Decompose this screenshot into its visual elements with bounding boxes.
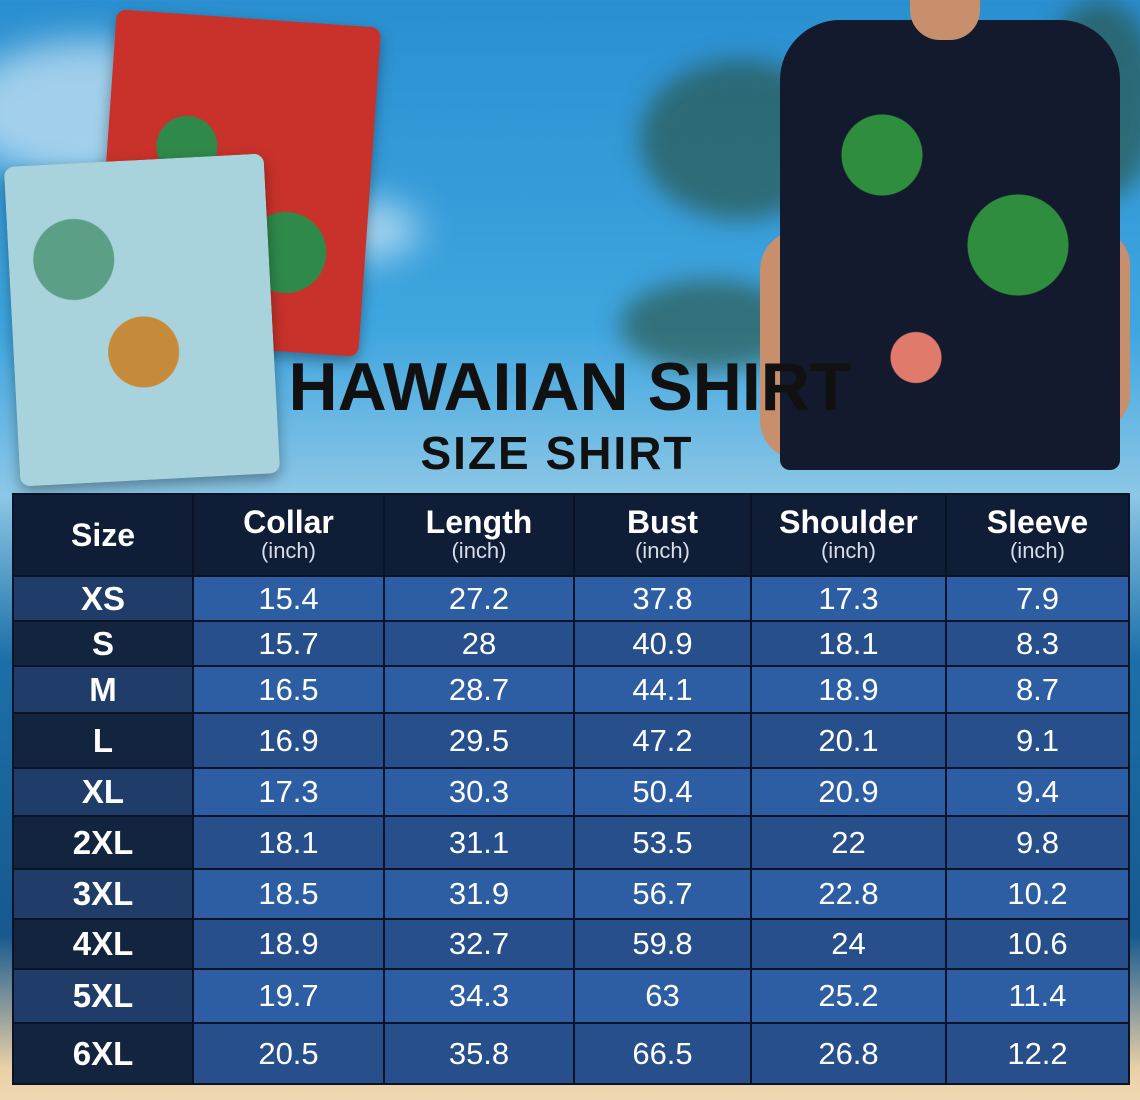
model-neck — [910, 0, 980, 40]
measurement-cell: 17.3 — [750, 575, 947, 622]
column-label: Length — [425, 504, 533, 540]
measurement-cell: 32.7 — [383, 918, 575, 970]
measurement-cell: 20.9 — [750, 767, 947, 817]
measurement-cell: 10.2 — [945, 868, 1130, 920]
measurement-cell: 59.8 — [573, 918, 752, 970]
size-cell: 5XL — [12, 968, 194, 1024]
blue-hawaiian-shirt-image — [3, 153, 281, 487]
table-row: 5XL 19.7 34.3 63 25.2 11.4 — [12, 968, 1130, 1024]
table-row: 6XL 20.5 35.8 66.5 26.8 12.2 — [12, 1022, 1130, 1085]
measurement-cell: 22.8 — [750, 868, 947, 920]
measurement-cell: 50.4 — [573, 767, 752, 817]
column-unit: (inch) — [260, 538, 316, 563]
measurement-cell: 53.5 — [573, 815, 752, 870]
column-unit: (inch) — [451, 538, 507, 563]
measurement-cell: 7.9 — [945, 575, 1130, 622]
column-header-bust: Bust (inch) — [573, 493, 752, 577]
column-label: Sleeve — [986, 504, 1089, 540]
column-unit: (inch) — [634, 538, 690, 563]
size-chart-table: Size Collar (inch) Length (inch) Bust (inch) Sh… — [12, 493, 1130, 1085]
measurement-cell: 15.7 — [192, 620, 385, 667]
measurement-cell: 15.4 — [192, 575, 385, 622]
table-row: M 16.5 28.7 44.1 18.9 8.7 — [12, 665, 1130, 714]
measurement-cell: 66.5 — [573, 1022, 752, 1085]
table-row: 3XL 18.5 31.9 56.7 22.8 10.2 — [12, 868, 1130, 920]
table-row: L 16.9 29.5 47.2 20.1 9.1 — [12, 712, 1130, 769]
measurement-cell: 18.9 — [192, 918, 385, 970]
column-label: Shoulder — [779, 504, 918, 540]
measurement-cell: 9.8 — [945, 815, 1130, 870]
column-label: Bust — [626, 504, 699, 540]
measurement-cell: 40.9 — [573, 620, 752, 667]
size-cell: S — [12, 620, 194, 667]
measurement-cell: 20.5 — [192, 1022, 385, 1085]
table-header-row: Size Collar (inch) Length (inch) Bust (inch) Sh… — [12, 493, 1130, 577]
measurement-cell: 18.9 — [750, 665, 947, 714]
measurement-cell: 56.7 — [573, 868, 752, 920]
table-row: XS 15.4 27.2 37.8 17.3 7.9 — [12, 575, 1130, 622]
measurement-cell: 8.7 — [945, 665, 1130, 714]
size-cell: XL — [12, 767, 194, 817]
measurement-cell: 24 — [750, 918, 947, 970]
column-label: Collar — [243, 504, 334, 540]
flamingo-shirt — [780, 20, 1120, 470]
table-row: S 15.7 28 40.9 18.1 8.3 — [12, 620, 1130, 667]
column-label: Size — [70, 517, 136, 553]
column-header-collar: Collar (inch) — [192, 493, 385, 577]
column-unit: (inch) — [1009, 538, 1065, 563]
column-header-sleeve: Sleeve (inch) — [945, 493, 1130, 577]
size-cell: 4XL — [12, 918, 194, 970]
measurement-cell: 31.9 — [383, 868, 575, 920]
measurement-cell: 31.1 — [383, 815, 575, 870]
measurement-cell: 30.3 — [383, 767, 575, 817]
column-header-shoulder: Shoulder (inch) — [750, 493, 947, 577]
measurement-cell: 25.2 — [750, 968, 947, 1024]
measurement-cell: 16.5 — [192, 665, 385, 714]
measurement-cell: 16.9 — [192, 712, 385, 769]
measurement-cell: 9.1 — [945, 712, 1130, 769]
measurement-cell: 44.1 — [573, 665, 752, 714]
measurement-cell: 8.3 — [945, 620, 1130, 667]
measurement-cell: 37.8 — [573, 575, 752, 622]
size-cell: 2XL — [12, 815, 194, 870]
size-cell: M — [12, 665, 194, 714]
table-row: 2XL 18.1 31.1 53.5 22 9.8 — [12, 815, 1130, 870]
page-title: HAWAIIAN SHIRT — [288, 349, 852, 425]
measurement-cell: 12.2 — [945, 1022, 1130, 1085]
measurement-cell: 28.7 — [383, 665, 575, 714]
column-header-length: Length (inch) — [383, 493, 575, 577]
measurement-cell: 22 — [750, 815, 947, 870]
size-cell: 3XL — [12, 868, 194, 920]
measurement-cell: 18.1 — [192, 815, 385, 870]
measurement-cell: 20.1 — [750, 712, 947, 769]
size-cell: XS — [12, 575, 194, 622]
measurement-cell: 18.1 — [750, 620, 947, 667]
size-cell: 6XL — [12, 1022, 194, 1085]
column-header-size: Size — [12, 493, 194, 577]
measurement-cell: 28 — [383, 620, 575, 667]
table-row: 4XL 18.9 32.7 59.8 24 10.6 — [12, 918, 1130, 970]
measurement-cell: 34.3 — [383, 968, 575, 1024]
measurement-cell: 35.8 — [383, 1022, 575, 1085]
measurement-cell: 26.8 — [750, 1022, 947, 1085]
measurement-cell: 29.5 — [383, 712, 575, 769]
measurement-cell: 19.7 — [192, 968, 385, 1024]
size-cell: L — [12, 712, 194, 769]
measurement-cell: 18.5 — [192, 868, 385, 920]
measurement-cell: 27.2 — [383, 575, 575, 622]
column-unit: (inch) — [820, 538, 876, 563]
page-subtitle: SIZE SHIRT — [420, 427, 694, 479]
measurement-cell: 9.4 — [945, 767, 1130, 817]
table-row: XL 17.3 30.3 50.4 20.9 9.4 — [12, 767, 1130, 817]
model-wearing-flamingo-shirt-image — [760, 0, 1130, 490]
measurement-cell: 11.4 — [945, 968, 1130, 1024]
measurement-cell: 10.6 — [945, 918, 1130, 970]
measurement-cell: 63 — [573, 968, 752, 1024]
measurement-cell: 47.2 — [573, 712, 752, 769]
measurement-cell: 17.3 — [192, 767, 385, 817]
